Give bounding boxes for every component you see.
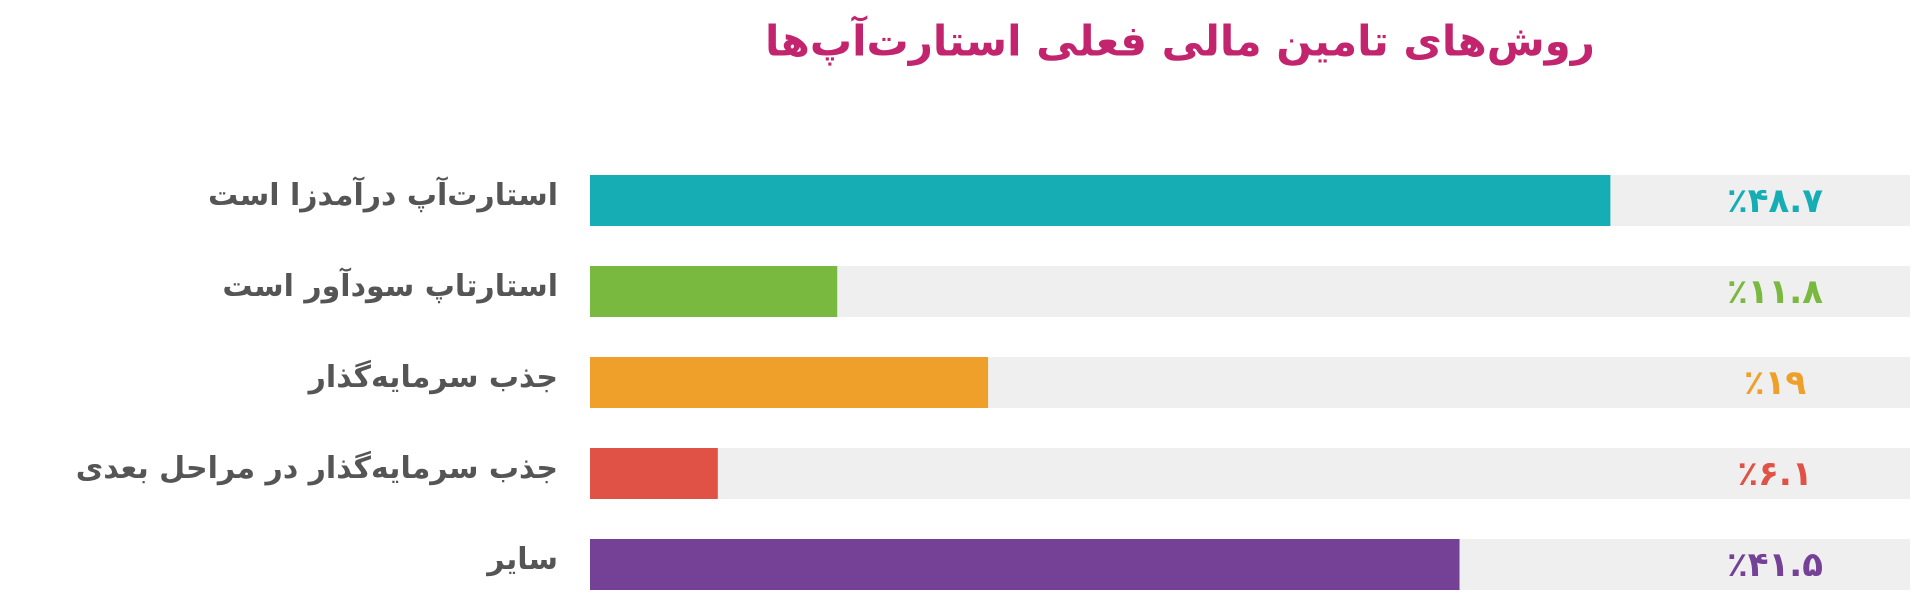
category-label: جذب سرمایه‌گذار [307,359,558,395]
bar [590,357,989,408]
bar-track [590,448,1910,499]
bar [590,175,1611,226]
value-label: ٪۱۱.۸ [1727,272,1823,312]
bar [590,448,718,499]
category-label: جذب سرمایه‌گذار در مراحل بعدی [76,450,558,486]
value-label: ٪۴۸.۷ [1727,181,1823,221]
category-label: استارتاپ سودآور است [222,267,558,304]
value-label: ٪۶.۱ [1737,454,1812,494]
value-label: ٪۴۱.۵ [1727,545,1823,585]
value-label: ٪۱۹ [1744,363,1807,403]
bar [590,539,1460,590]
chart-title: روش‌های تامین مالی فعلی استارت‌آپ‌ها [765,16,1595,67]
category-label: سایر [485,542,558,577]
category-label: استارت‌آپ درآمدزا است [208,176,558,213]
bar [590,266,838,317]
